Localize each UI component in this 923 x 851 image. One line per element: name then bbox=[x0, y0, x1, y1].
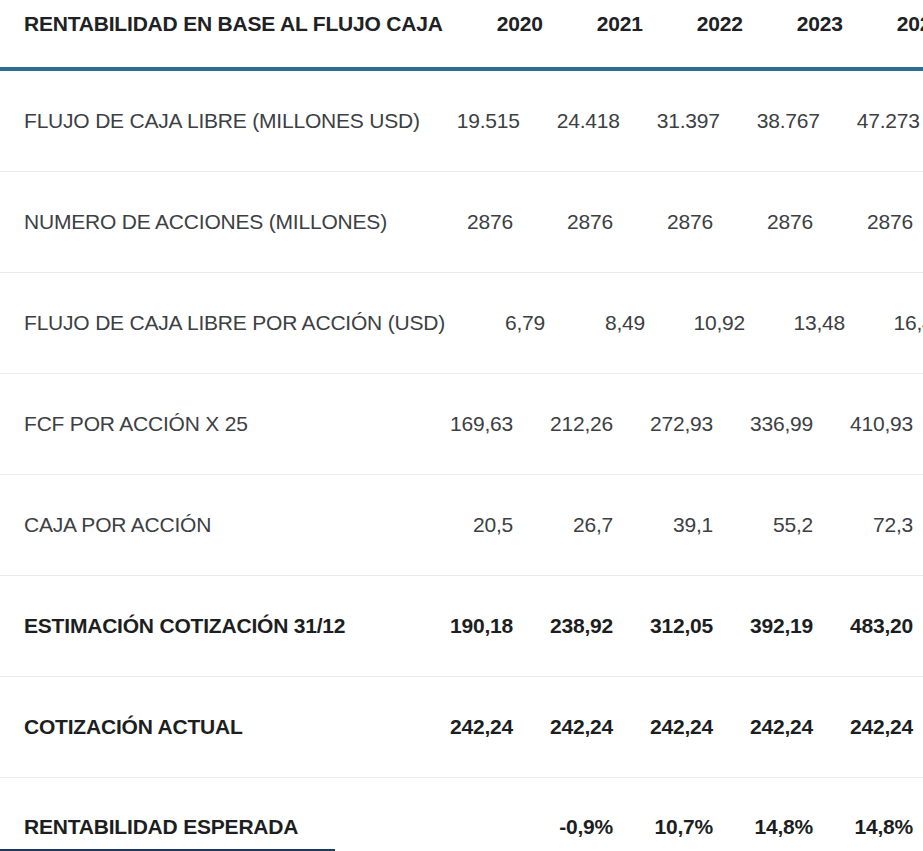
table-row: FCF POR ACCIÓN X 25169,63212,26272,93336… bbox=[0, 374, 923, 475]
table-row: CAJA POR ACCIÓN20,526,739,155,272,3 bbox=[0, 475, 923, 576]
row-label: ESTIMACIÓN COTIZACIÓN 31/12 bbox=[0, 613, 413, 639]
cell-value: 242,24 bbox=[513, 714, 613, 740]
cell-value: 24.418 bbox=[520, 108, 620, 134]
cell-value: 20,5 bbox=[413, 512, 513, 538]
cell-value: 483,20 bbox=[813, 613, 923, 639]
cell-value: 14,8% bbox=[813, 814, 923, 840]
cell-value: 272,93 bbox=[613, 411, 713, 437]
cell-value: 47.273 bbox=[820, 108, 923, 134]
cell-value: 2876 bbox=[813, 209, 923, 235]
cell-value: 242,24 bbox=[813, 714, 923, 740]
year-column-header: 2024 bbox=[843, 11, 923, 37]
table-row: FLUJO DE CAJA LIBRE (MILLONES USD)19.515… bbox=[0, 71, 923, 172]
cell-value: 2876 bbox=[513, 209, 613, 235]
year-column-header: 2020 bbox=[443, 11, 543, 37]
cell-value: 212,26 bbox=[513, 411, 613, 437]
cell-value: 238,92 bbox=[513, 613, 613, 639]
row-label: RENTABILIDAD ESPERADA bbox=[0, 814, 413, 840]
cell-value: 31.397 bbox=[620, 108, 720, 134]
cell-value: 72,3 bbox=[813, 512, 923, 538]
table-header-row: RENTABILIDAD EN BASE AL FLUJO CAJA 2020 … bbox=[0, 0, 923, 71]
cell-value: 16,44 bbox=[845, 310, 923, 336]
cell-value: 2876 bbox=[413, 209, 513, 235]
cell-value: 169,63 bbox=[413, 411, 513, 437]
cell-value: 10,7% bbox=[613, 814, 713, 840]
table-row: RENTABILIDAD ESPERADA-0,9%10,7%14,8%14,8… bbox=[0, 778, 923, 847]
cell-value: 19.515 bbox=[420, 108, 520, 134]
cell-value: 8,49 bbox=[545, 310, 645, 336]
cell-value: 242,24 bbox=[613, 714, 713, 740]
cell-value: 6,79 bbox=[445, 310, 545, 336]
cashflow-profitability-table: RENTABILIDAD EN BASE AL FLUJO CAJA 2020 … bbox=[0, 0, 923, 851]
cell-value: 2876 bbox=[713, 209, 813, 235]
row-label: FCF POR ACCIÓN X 25 bbox=[0, 411, 413, 437]
cell-value: 242,24 bbox=[713, 714, 813, 740]
cell-value: -0,9% bbox=[513, 814, 613, 840]
cell-value: 190,18 bbox=[413, 613, 513, 639]
row-label: FLUJO DE CAJA LIBRE POR ACCIÓN (USD) bbox=[0, 310, 445, 336]
table-row: NUMERO DE ACCIONES (MILLONES)28762876287… bbox=[0, 172, 923, 273]
row-label: NUMERO DE ACCIONES (MILLONES) bbox=[0, 209, 413, 235]
cell-value: 38.767 bbox=[720, 108, 820, 134]
table-row: FLUJO DE CAJA LIBRE POR ACCIÓN (USD)6,79… bbox=[0, 273, 923, 374]
cell-value: 26,7 bbox=[513, 512, 613, 538]
cell-value: 55,2 bbox=[713, 512, 813, 538]
cell-value: 410,93 bbox=[813, 411, 923, 437]
row-label: CAJA POR ACCIÓN bbox=[0, 512, 413, 538]
table-body: FLUJO DE CAJA LIBRE (MILLONES USD)19.515… bbox=[0, 71, 923, 847]
cell-value: 312,05 bbox=[613, 613, 713, 639]
cell-value: 39,1 bbox=[613, 512, 713, 538]
cell-value: 2876 bbox=[613, 209, 713, 235]
row-label: COTIZACIÓN ACTUAL bbox=[0, 714, 413, 740]
cell-value: 13,48 bbox=[745, 310, 845, 336]
cell-value: 10,92 bbox=[645, 310, 745, 336]
table-row: ESTIMACIÓN COTIZACIÓN 31/12190,18238,923… bbox=[0, 576, 923, 677]
cell-value: 14,8% bbox=[713, 814, 813, 840]
year-column-header: 2021 bbox=[543, 11, 643, 37]
cell-value: 242,24 bbox=[413, 714, 513, 740]
year-column-header: 2023 bbox=[743, 11, 843, 37]
cell-value: 392,19 bbox=[713, 613, 813, 639]
cell-value: 336,99 bbox=[713, 411, 813, 437]
table-title: RENTABILIDAD EN BASE AL FLUJO CAJA bbox=[0, 11, 443, 37]
year-column-header: 2022 bbox=[643, 11, 743, 37]
row-label: FLUJO DE CAJA LIBRE (MILLONES USD) bbox=[0, 108, 420, 134]
table-row: COTIZACIÓN ACTUAL242,24242,24242,24242,2… bbox=[0, 677, 923, 778]
